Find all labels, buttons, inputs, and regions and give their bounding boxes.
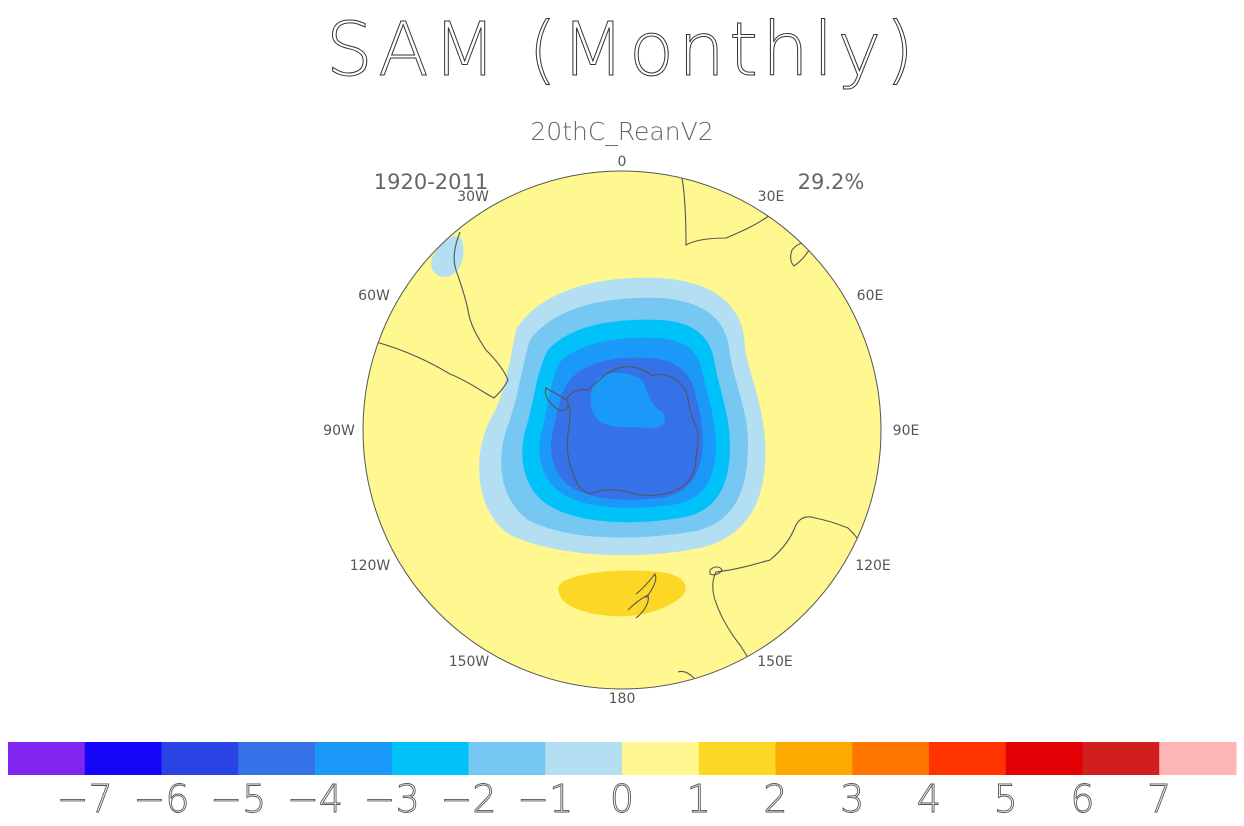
colorbar-swatch — [161, 742, 239, 775]
colorbar-tick-label: 1 — [687, 777, 711, 821]
colorbar-swatch — [238, 742, 316, 775]
lon-label-30e: 30E — [758, 189, 785, 205]
lon-label-120w: 120W — [350, 558, 391, 574]
colorbar-swatch — [775, 742, 853, 775]
colorbar-swatch — [468, 742, 546, 775]
coastline-new-zealand-north — [635, 573, 657, 599]
colorbar-tick-label: −2 — [440, 777, 496, 821]
coastlines — [375, 177, 881, 689]
contour-fill-level-minus-4 — [550, 357, 703, 500]
colorbar-swatch — [929, 742, 1007, 775]
lon-label-150w: 150W — [449, 654, 490, 670]
colorbar-tick-label: 0 — [610, 777, 634, 821]
contour-inner-lobe — [590, 372, 665, 429]
coastline-antarctic-peninsula — [544, 387, 569, 412]
colorbar-tick-label: 2 — [763, 777, 787, 821]
period-label: 1920-2011 — [374, 170, 488, 194]
colorbar-tick-labels: −7 −6 −5 −4 −3 −2 −1 0 1 2 3 4 5 6 7 — [56, 777, 1172, 822]
colorbar-tick-label: 5 — [994, 777, 1018, 821]
longitude-labels: 0 30E 60E 90E 120E 150E 180 150W 120W 90… — [323, 154, 919, 707]
colorbar-swatch — [1082, 742, 1160, 775]
colorbar-swatch — [1005, 742, 1083, 775]
colorbar-swatch — [1159, 742, 1237, 775]
coastline-south-africa — [681, 177, 771, 246]
main-title: SAM (Monthly) — [326, 7, 918, 93]
lon-label-90e: 90E — [893, 423, 920, 439]
variance-explained-label: 29.2% — [798, 170, 865, 194]
coastline-south-america — [375, 231, 509, 399]
coastline-new-guinea — [677, 670, 695, 679]
subtitle: 20thC_ReanV2 — [530, 117, 713, 146]
coastline-australia — [712, 516, 881, 689]
colorbar-tick-label: 7 — [1147, 777, 1171, 821]
colorbar-swatch — [391, 742, 469, 775]
colorbar-tick-label: −1 — [517, 777, 573, 821]
colorbar-swatch — [545, 742, 623, 775]
colorbar-tick-label: −4 — [287, 777, 343, 821]
colorbar-swatch — [8, 742, 86, 775]
lon-label-30w: 30W — [457, 189, 489, 205]
colorbar-swatch — [84, 742, 162, 775]
colorbar-tick-label: 6 — [1070, 777, 1094, 821]
lon-label-0: 0 — [618, 154, 627, 170]
coastline-tasmania — [709, 566, 723, 576]
lon-label-150e: 150E — [757, 654, 793, 670]
colorbar-tick-label: 3 — [840, 777, 864, 821]
colorbar-tick-label: −6 — [133, 777, 189, 821]
lon-label-60w: 60W — [358, 288, 390, 304]
lon-label-180: 180 — [609, 691, 636, 707]
colorbar-tick-label: −7 — [57, 777, 113, 821]
lon-label-90w: 90W — [323, 423, 355, 439]
lon-label-60e: 60E — [857, 288, 884, 304]
coastline-new-zealand-south — [627, 594, 649, 619]
colorbar-swatches — [8, 742, 1237, 775]
colorbar-tick-label: −3 — [364, 777, 420, 821]
colorbar-swatch — [698, 742, 776, 775]
contour-fill-level-1-new-zealand — [558, 570, 686, 617]
colorbar: −7 −6 −5 −4 −3 −2 −1 0 1 2 3 4 5 6 7 — [8, 742, 1237, 821]
colorbar-swatch — [622, 742, 700, 775]
colorbar-tick-label: 4 — [917, 777, 941, 821]
polar-map — [362, 170, 882, 690]
lon-label-120e: 120E — [855, 558, 891, 574]
colorbar-swatch — [852, 742, 930, 775]
colorbar-swatch — [315, 742, 393, 775]
colorbar-tick-label: −5 — [210, 777, 266, 821]
map-boundary — [362, 170, 882, 690]
